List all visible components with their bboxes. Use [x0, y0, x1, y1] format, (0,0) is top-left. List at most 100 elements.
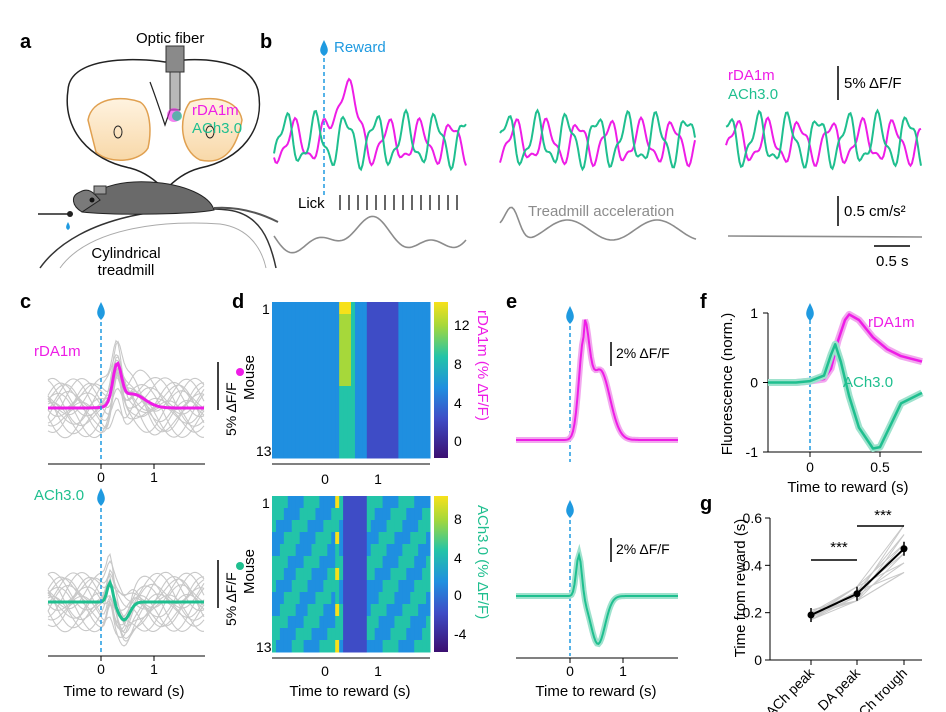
- heat-cell: [414, 628, 419, 641]
- heat-cell: [406, 532, 411, 545]
- heat-cell: [390, 640, 395, 653]
- panel-label-e: e: [506, 291, 517, 313]
- c-bottom-traces: [47, 553, 205, 647]
- heat-cell: [272, 434, 277, 447]
- heat-cell: [335, 628, 340, 641]
- heat-cell: [386, 374, 391, 387]
- heat-cell: [315, 628, 320, 641]
- heat-cell: [339, 362, 344, 375]
- heat-cell: [422, 374, 427, 387]
- heat-cell: [426, 410, 431, 423]
- heat-cell: [422, 580, 427, 593]
- heat-cell: [291, 496, 297, 509]
- heat-cell: [398, 350, 403, 363]
- heat-cell: [331, 592, 336, 605]
- heat-cell: [343, 386, 348, 399]
- heat-cell: [386, 314, 391, 327]
- heat-cell: [311, 302, 316, 315]
- heat-cell: [339, 520, 344, 533]
- heat-cell: [283, 350, 289, 363]
- heat-cell: [414, 326, 419, 339]
- heat-cell: [394, 568, 399, 581]
- heat-cell: [303, 616, 309, 629]
- heat-cell: [351, 314, 356, 327]
- heat-cell: [390, 362, 395, 375]
- panel-label-f: f: [700, 291, 707, 313]
- heat-cell: [279, 302, 285, 315]
- heat-cell: [327, 374, 332, 387]
- heat-cell: [307, 640, 312, 653]
- heat-cell: [422, 434, 427, 447]
- f-ytick-label: -1: [746, 444, 759, 460]
- heat-cell: [311, 446, 316, 459]
- scale-time-label: 0.5 s: [876, 253, 909, 270]
- heat-cell: [362, 568, 368, 581]
- heat-cell: [366, 302, 372, 315]
- heat-cell: [291, 592, 297, 605]
- heat-cell: [414, 302, 419, 315]
- heat-cell: [335, 592, 340, 605]
- heat-cell: [287, 422, 293, 435]
- heat-cell: [347, 374, 352, 387]
- heat-cell: [339, 508, 344, 521]
- heat-cell: [398, 434, 403, 447]
- heat-cell: [370, 446, 376, 459]
- heat-cell: [414, 544, 419, 557]
- heat-cell: [279, 362, 285, 375]
- heat-cell: [398, 640, 403, 653]
- heat-cell: [398, 568, 403, 581]
- heat-cell: [402, 604, 407, 617]
- heat-cell: [351, 604, 356, 617]
- cbar2-tick: 8: [454, 511, 462, 527]
- heat-cell: [426, 640, 431, 653]
- heat-cell: [307, 580, 312, 593]
- heat-cell: [362, 556, 368, 569]
- heat-cell: [303, 362, 309, 375]
- heat-cell: [279, 580, 285, 593]
- heat-cell: [402, 302, 407, 315]
- heat-cell: [382, 556, 388, 569]
- heat-cell: [406, 362, 411, 375]
- heat-cell: [315, 326, 320, 339]
- heat-cell: [299, 604, 305, 617]
- heat-cell: [398, 362, 403, 375]
- heat-cell: [275, 604, 281, 617]
- c-xlabel: Time to reward (s): [63, 683, 184, 700]
- heat-cell: [275, 580, 281, 593]
- f-ylabel: Fluorescence (norm.): [719, 313, 736, 456]
- heat-cell: [311, 350, 316, 363]
- heat-cell: [378, 520, 384, 533]
- heat-cell: [414, 338, 419, 351]
- heat-cell: [406, 434, 411, 447]
- heat-cell: [402, 374, 407, 387]
- heat-cell: [311, 532, 316, 545]
- heat-cell: [362, 592, 368, 605]
- heat-cell: [370, 592, 376, 605]
- heat-cell: [410, 508, 415, 521]
- heat-cell: [331, 616, 336, 629]
- heat-cell: [390, 544, 395, 557]
- heat-cell: [343, 326, 348, 339]
- heat-cell: [291, 374, 297, 387]
- heat-cell: [426, 592, 431, 605]
- heat-cell: [315, 532, 320, 545]
- heat-cell: [335, 422, 340, 435]
- heat-cell: [323, 326, 328, 339]
- heat-cell: [374, 628, 380, 641]
- heat-cell: [339, 398, 344, 411]
- g-ytick-label: 0.4: [743, 557, 763, 573]
- heat-cell: [394, 532, 399, 545]
- heat-cell: [303, 338, 309, 351]
- c-single-trace: [47, 356, 205, 436]
- heat-cell: [307, 374, 312, 387]
- heat-cell: [323, 520, 328, 533]
- heat-cell: [327, 508, 332, 521]
- heat-cell: [323, 374, 328, 387]
- heat-cell: [299, 520, 305, 533]
- heat-cell: [311, 326, 316, 339]
- heat-cell: [394, 338, 399, 351]
- heat-cell: [299, 640, 305, 653]
- treadmill-label: Cylindrical treadmill: [91, 245, 160, 279]
- heat-cell: [422, 616, 427, 629]
- heat-cell: [394, 628, 399, 641]
